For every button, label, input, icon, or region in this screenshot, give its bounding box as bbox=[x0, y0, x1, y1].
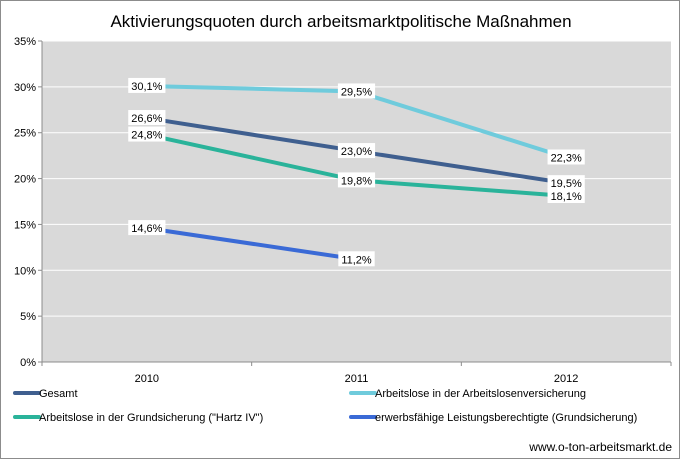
data-label-text: 22,3% bbox=[551, 152, 582, 164]
data-label-text: 24,8% bbox=[131, 130, 162, 142]
y-tick-label: 25% bbox=[14, 128, 36, 140]
source-url: www.o-ton-arbeitsmarkt.de bbox=[528, 440, 672, 454]
legend-item: Arbeitslose in der Grundsicherung ("Hart… bbox=[13, 412, 263, 424]
data-labels: 26,6% 23,0% 19,5% 30,1% 29,5% 22,3% 24,8% 19,8%… bbox=[128, 77, 585, 267]
data-label: 19,5% bbox=[547, 175, 585, 191]
data-label-box bbox=[128, 126, 166, 142]
y-tick-label: 15% bbox=[14, 219, 36, 231]
legend-item: Gesamt bbox=[13, 388, 78, 400]
x-tick-label: 2012 bbox=[554, 373, 578, 385]
legend-label: Arbeitslose in der Arbeitslosenversicher… bbox=[375, 388, 586, 400]
x-tick-label: 2011 bbox=[345, 373, 369, 385]
data-label-text: 14,6% bbox=[131, 223, 162, 235]
data-label: 23,0% bbox=[337, 143, 376, 159]
y-tick-label: 5% bbox=[20, 311, 36, 323]
y-tick-label: 0% bbox=[20, 357, 36, 369]
legend-label: erwerbsfähige Leistungsberechtigte (Grun… bbox=[375, 412, 637, 424]
y-tick-label: 35% bbox=[14, 36, 36, 48]
data-label-box bbox=[128, 110, 166, 126]
legend-item: Arbeitslose in der Arbeitslosenversicher… bbox=[349, 388, 586, 400]
data-label-box bbox=[547, 175, 585, 191]
data-label: 26,6% bbox=[128, 110, 166, 126]
data-label-text: 11,2% bbox=[341, 254, 372, 266]
y-tick-label: 20% bbox=[14, 174, 36, 186]
data-label-box bbox=[547, 149, 585, 165]
data-label: 29,5% bbox=[337, 83, 376, 99]
data-label-text: 19,8% bbox=[341, 175, 372, 187]
data-label-text: 30,1% bbox=[131, 81, 162, 93]
data-label: 19,8% bbox=[337, 172, 376, 188]
data-label-box bbox=[337, 172, 376, 188]
x-axis: 2010 2011 2012 bbox=[41, 361, 672, 385]
y-axis: 0% 5% 10% 15% 20% 25% 30% 35% bbox=[14, 36, 43, 369]
series-line bbox=[144, 226, 359, 262]
y-tick-label: 30% bbox=[14, 82, 36, 94]
data-label: 22,3% bbox=[547, 149, 585, 165]
data-label-box bbox=[337, 83, 376, 99]
data-label-text: 19,5% bbox=[551, 178, 582, 190]
data-label-box bbox=[337, 143, 376, 159]
legend-item: erwerbsfähige Leistungsberechtigte (Grun… bbox=[349, 412, 637, 424]
data-label: 14,6% bbox=[128, 220, 166, 236]
data-label: 30,1% bbox=[128, 77, 166, 93]
data-label-text: 29,5% bbox=[341, 86, 372, 98]
x-tick-label: 2010 bbox=[135, 373, 159, 385]
legend: Gesamt Arbeitslose in der Arbeitslosenver… bbox=[13, 388, 637, 424]
data-label-text: 18,1% bbox=[551, 191, 582, 203]
y-tick-label: 10% bbox=[14, 265, 36, 277]
data-label-box bbox=[128, 220, 166, 236]
chart-title: Aktivierungsquoten durch arbeitsmarktpol… bbox=[110, 12, 571, 31]
data-label-text: 23,0% bbox=[341, 146, 372, 158]
data-label-box bbox=[338, 251, 375, 267]
data-label: 11,2% bbox=[338, 251, 375, 267]
series-3 bbox=[144, 226, 359, 262]
legend-label: Arbeitslose in der Grundsicherung ("Hart… bbox=[39, 412, 263, 424]
data-label-box bbox=[128, 77, 166, 93]
legend-label: Gesamt bbox=[39, 388, 78, 400]
data-label-box bbox=[547, 187, 585, 203]
data-label: 24,8% bbox=[128, 126, 166, 142]
data-label: 18,1% bbox=[547, 187, 585, 203]
data-label-text: 26,6% bbox=[131, 113, 162, 125]
